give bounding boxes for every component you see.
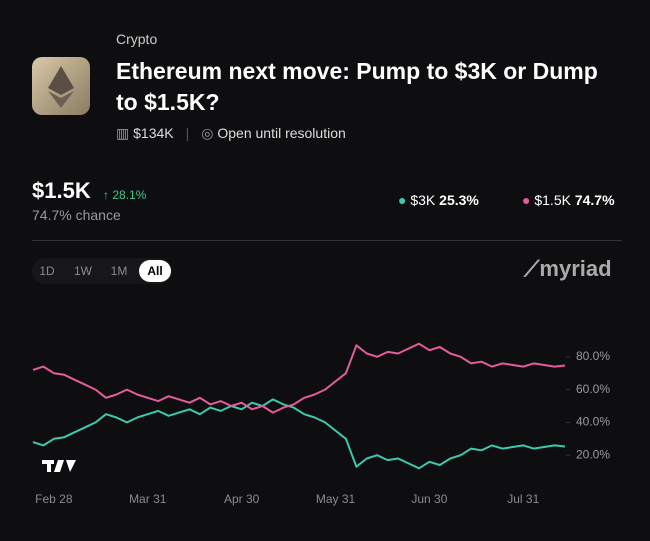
market-icon bbox=[32, 57, 90, 115]
y-tick-label: 80.0% bbox=[576, 349, 610, 363]
volume: ▥ $134K | ◎ Open until resolution bbox=[116, 125, 346, 141]
tab-active[interactable]: All bbox=[139, 260, 171, 282]
status: Open until resolution bbox=[217, 125, 346, 141]
x-tick-label: May 31 bbox=[316, 492, 356, 506]
market-title: Ethereum next move: Pump to $3K or Dump … bbox=[116, 58, 598, 115]
legend-label: $1.5K bbox=[534, 192, 571, 208]
legend-value: 74.7% bbox=[574, 192, 615, 208]
brand: ⟋myriad bbox=[524, 256, 612, 281]
divider bbox=[32, 240, 622, 241]
tab[interactable]: 1W bbox=[74, 264, 92, 278]
y-tick-label: 40.0% bbox=[576, 415, 610, 429]
y-tick-label: 20.0% bbox=[576, 447, 610, 461]
change: ↑ 28.1% bbox=[103, 188, 147, 202]
x-tick-label: Jun 30 bbox=[411, 492, 447, 506]
change-value: 28.1% bbox=[112, 188, 147, 202]
price: $1.5K bbox=[32, 178, 91, 203]
legend-item: ● $3K 25.3% bbox=[398, 192, 479, 208]
x-tick-label: Mar 31 bbox=[129, 492, 167, 506]
brand-name: myriad bbox=[539, 256, 612, 281]
legend-item: ● $1.5K 74.7% bbox=[522, 192, 615, 208]
series-line bbox=[32, 398, 566, 470]
category: Crypto bbox=[116, 31, 158, 47]
x-tick-label: Apr 30 bbox=[224, 492, 260, 506]
y-tick-label: 60.0% bbox=[576, 382, 610, 396]
tab[interactable]: 1D bbox=[39, 264, 55, 278]
x-tick-label: Jul 31 bbox=[507, 492, 539, 506]
tv-logo bbox=[42, 460, 76, 472]
legend-value: 25.3% bbox=[439, 192, 479, 208]
tab[interactable]: 1M bbox=[110, 264, 128, 278]
chance: 74.7% chance bbox=[32, 207, 121, 223]
legend-label: $3K bbox=[410, 192, 436, 208]
x-tick-label: Feb 28 bbox=[35, 492, 73, 506]
volume-value: $134K bbox=[133, 125, 174, 141]
series-line bbox=[32, 342, 566, 414]
